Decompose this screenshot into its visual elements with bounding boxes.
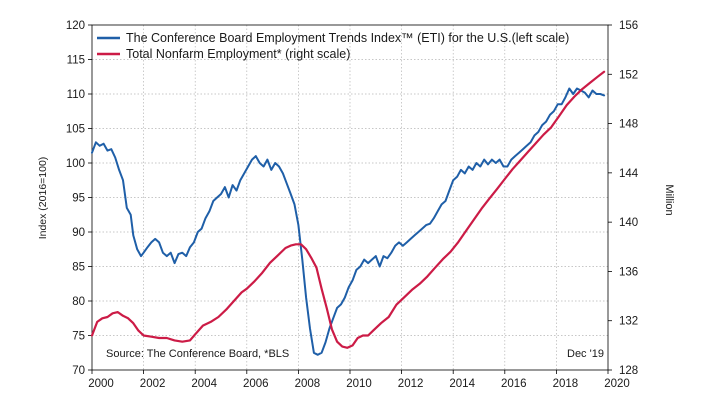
left-tick-label: 110 — [67, 89, 85, 101]
x-tick-label: 2018 — [553, 378, 579, 390]
legend-label-eti: The Conference Board Employment Trends I… — [126, 31, 569, 45]
series-eti-line — [91, 87, 606, 356]
x-tick-label: 2010 — [346, 378, 372, 390]
right-tick-label: 156 — [619, 20, 638, 32]
series-nonfarm-line — [90, 70, 606, 349]
legend-label-nonfarm: Total Nonfarm Employment* (right scale) — [126, 47, 350, 61]
x-tick-label: 2006 — [243, 378, 269, 390]
x-tick-label: 2000 — [88, 378, 114, 390]
x-tick-label: 2016 — [501, 378, 527, 390]
date-annotation: Dec '19 — [567, 348, 604, 360]
left-tick-label: 95 — [72, 193, 85, 205]
x-tick-label: 2014 — [449, 378, 475, 390]
right-tick-label: 136 — [619, 266, 638, 278]
chart-series — [90, 70, 606, 356]
left-tick-label: 100 — [66, 158, 85, 170]
left-tick-label: 105 — [66, 124, 85, 136]
x-tick-label: 2012 — [398, 378, 424, 390]
left-tick-label: 90 — [72, 227, 85, 239]
right-tick-label: 132 — [619, 316, 638, 328]
chart-gridlines — [92, 25, 608, 370]
right-tick-label: 152 — [619, 69, 638, 81]
left-tick-label: 115 — [67, 55, 85, 67]
source-annotation: Source: The Conference Board, *BLS — [106, 348, 289, 360]
right-tick-label: 128 — [619, 365, 638, 377]
left-tick-label: 85 — [72, 262, 85, 274]
x-tick-label: 2008 — [295, 378, 321, 390]
right-tick-label: 140 — [619, 217, 638, 229]
chart-legend: The Conference Board Employment Trends I… — [97, 31, 569, 61]
x-tick-label: 2002 — [140, 378, 166, 390]
x-tick-label: 2004 — [191, 378, 217, 390]
left-axis-title: Index (2016=100) — [37, 157, 49, 240]
x-tick-label: 2020 — [604, 378, 630, 390]
left-tick-label: 80 — [72, 296, 85, 308]
right-axis-title: Million — [663, 184, 675, 215]
axis-ticks: 70 75 80 85 90 95 100 105 110 115 120 2000 2002 2004 2… — [66, 20, 639, 390]
right-tick-label: 144 — [619, 168, 639, 180]
left-tick-label: 70 — [72, 365, 85, 377]
left-tick-label: 120 — [66, 20, 85, 32]
left-tick-label: 75 — [72, 331, 85, 343]
right-tick-label: 148 — [619, 119, 638, 131]
